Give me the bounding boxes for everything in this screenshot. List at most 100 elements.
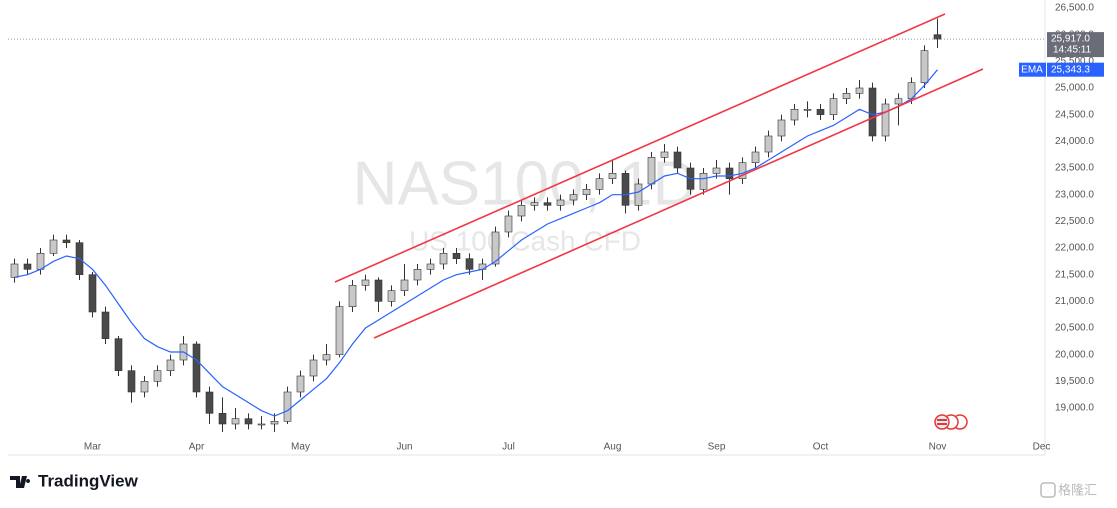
y-tick-label: 25,000.0 <box>1055 83 1094 94</box>
candle-body <box>660 151 669 158</box>
candle-body <box>894 98 903 105</box>
candle-body <box>413 269 422 281</box>
candle-body <box>218 413 227 425</box>
candle-body <box>127 370 136 393</box>
x-tick-label: Mar <box>84 442 102 453</box>
candle-body <box>582 189 591 195</box>
candle-body <box>140 381 149 393</box>
candle-body <box>504 215 513 233</box>
candle-body <box>452 253 461 259</box>
candle-body <box>192 343 201 393</box>
candle-body <box>738 162 747 179</box>
y-tick-label: 24,500.0 <box>1055 109 1094 120</box>
brand-name: TradingView <box>38 471 139 490</box>
last-price-box <box>1047 32 1104 58</box>
candle-body <box>114 338 123 371</box>
y-tick-label: 23,000.0 <box>1055 189 1094 200</box>
candle-body <box>36 253 45 270</box>
candle-body <box>348 285 357 307</box>
candle-body <box>296 375 305 393</box>
candle-body <box>257 423 266 426</box>
candle-body <box>465 258 474 270</box>
candle-body <box>309 359 318 377</box>
y-tick-label: 25,500.0 <box>1055 56 1094 67</box>
candle-body <box>361 279 370 286</box>
candle-body <box>790 109 799 121</box>
x-tick-label: Sep <box>708 442 726 453</box>
candle-body <box>270 421 279 425</box>
y-tick-label: 19,500.0 <box>1055 376 1094 387</box>
y-tick-label: 21,000.0 <box>1055 296 1094 307</box>
y-tick-label: 23,500.0 <box>1055 163 1094 174</box>
candle-body <box>400 279 409 291</box>
candle-body <box>725 167 734 179</box>
candle-body <box>530 202 539 206</box>
y-tick-label: 26,500.0 <box>1055 3 1094 14</box>
candle-body <box>374 279 383 302</box>
ema-line <box>14 69 938 417</box>
candle-body <box>88 274 97 313</box>
candle-body <box>920 50 929 83</box>
candle-body <box>647 157 656 185</box>
y-tick-label: 19,000.0 <box>1055 403 1094 414</box>
countdown: 14:45:11 <box>1053 45 1092 56</box>
candle-body <box>712 167 721 174</box>
candle-body <box>231 418 240 425</box>
y-tick-label: 24,000.0 <box>1055 136 1094 147</box>
y-tick-label: 22,500.0 <box>1055 216 1094 227</box>
event-icons <box>934 414 968 430</box>
candle-body <box>933 34 942 40</box>
y-tick-label: 21,500.0 <box>1055 269 1094 280</box>
x-tick-label: Nov <box>929 442 947 453</box>
candle-body <box>569 194 578 201</box>
candle-body <box>205 391 214 414</box>
candle-body <box>881 103 890 137</box>
ema-name-box <box>1019 62 1046 77</box>
candle-body <box>608 173 617 179</box>
candle-body <box>23 263 32 270</box>
candle-body <box>595 178 604 190</box>
candle-body <box>101 311 110 339</box>
candle-body <box>62 239 71 243</box>
candle-body <box>634 183 643 206</box>
candle-body <box>335 306 344 355</box>
candle-body <box>543 202 552 206</box>
candle-body <box>439 253 448 265</box>
candle-body <box>49 239 58 254</box>
channel-lower <box>373 68 984 339</box>
brand: TradingView <box>10 471 139 490</box>
candle-body <box>166 359 175 371</box>
x-tick-label: Dec <box>1033 442 1051 453</box>
candle-body <box>244 418 253 425</box>
candle-body <box>426 263 435 270</box>
candle-body <box>387 290 396 302</box>
candle-body <box>517 205 526 217</box>
candle-body <box>803 109 812 111</box>
ema-name: EMA <box>1021 64 1043 75</box>
candle-body <box>816 109 825 115</box>
candle-body <box>621 173 630 206</box>
candle-body <box>478 263 487 270</box>
candle-body <box>283 391 292 422</box>
last-price-label: 25,917.0 <box>1051 34 1090 45</box>
channel-upper <box>334 13 946 283</box>
candle-body <box>842 93 851 99</box>
candle-body <box>855 87 864 94</box>
ema-value-box <box>1047 62 1104 77</box>
candle-body <box>153 370 162 382</box>
x-tick-label: Apr <box>189 442 205 453</box>
x-tick-label: May <box>291 442 310 453</box>
y-tick-label: 22,000.0 <box>1055 243 1094 254</box>
candle-body <box>491 231 500 265</box>
candle-body <box>673 151 682 169</box>
x-tick-label: Oct <box>813 442 829 453</box>
candle-body <box>10 263 19 278</box>
plot-area <box>10 18 942 432</box>
candle-body <box>322 354 331 361</box>
candle-body <box>764 135 773 153</box>
y-tick-label: 20,500.0 <box>1055 323 1094 334</box>
source-watermark: 格隆汇 <box>1040 482 1097 498</box>
x-tick-label: Jul <box>502 442 515 453</box>
x-tick-label: Jun <box>396 442 412 453</box>
